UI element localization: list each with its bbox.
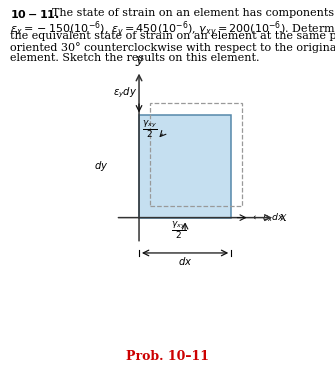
Text: x: x [280, 211, 286, 224]
Text: the equivalent state of strain on an element at the same point: the equivalent state of strain on an ele… [10, 31, 335, 41]
Text: $\epsilon_y dy$: $\epsilon_y dy$ [113, 85, 137, 100]
Text: $dx$: $dx$ [178, 255, 192, 267]
Text: oriented 30° counterclockwise with respect to the original: oriented 30° counterclockwise with respe… [10, 42, 335, 52]
Bar [139, 115, 231, 218]
Text: The state of strain on an element has components: The state of strain on an element has co… [52, 8, 334, 18]
Text: y: y [136, 53, 142, 66]
Text: $\leftarrow\epsilon_x dx$: $\leftarrow\epsilon_x dx$ [251, 211, 285, 224]
Bar [150, 103, 242, 206]
Text: element. Sketch the results on this element.: element. Sketch the results on this elem… [10, 53, 260, 63]
Text: Prob. 10–11: Prob. 10–11 [126, 350, 209, 363]
Text: $\bf{10-11.}$: $\bf{10-11.}$ [10, 8, 60, 20]
Text: $\dfrac{\gamma_{xy}}{2}$: $\dfrac{\gamma_{xy}}{2}$ [171, 219, 186, 241]
Text: $dy$: $dy$ [94, 160, 109, 173]
Text: $\dfrac{\gamma_{xy}}{2}$: $\dfrac{\gamma_{xy}}{2}$ [142, 119, 157, 140]
Text: $\epsilon_x = -150(10^{-6})$, $\epsilon_y = 450(10^{-6})$, $\gamma_{xy} = 200(10: $\epsilon_x = -150(10^{-6})$, $\epsilon_… [10, 19, 335, 40]
